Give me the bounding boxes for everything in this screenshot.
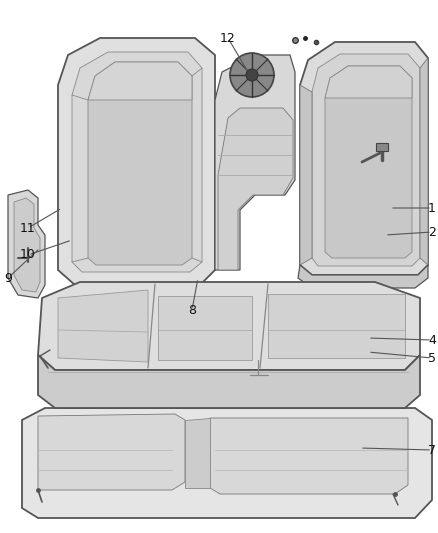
Text: 12: 12 (220, 31, 236, 44)
Polygon shape (185, 418, 210, 488)
Bar (376, 143, 388, 151)
Polygon shape (58, 290, 148, 362)
Polygon shape (325, 66, 412, 258)
Polygon shape (210, 418, 408, 494)
Text: 11: 11 (20, 222, 36, 235)
Polygon shape (268, 294, 405, 358)
Text: 9: 9 (4, 271, 12, 285)
Polygon shape (88, 62, 192, 265)
Polygon shape (420, 58, 428, 265)
Polygon shape (218, 108, 293, 270)
Circle shape (230, 53, 274, 97)
Text: 10: 10 (20, 248, 36, 262)
Polygon shape (8, 190, 45, 298)
Polygon shape (14, 198, 40, 292)
Polygon shape (72, 52, 202, 272)
Polygon shape (298, 265, 428, 288)
Polygon shape (38, 282, 420, 370)
Polygon shape (38, 414, 185, 490)
Circle shape (246, 69, 258, 81)
Text: 5: 5 (428, 351, 436, 365)
Polygon shape (22, 408, 432, 518)
Polygon shape (300, 85, 312, 265)
Polygon shape (325, 66, 412, 98)
Text: 7: 7 (428, 443, 436, 456)
Text: 8: 8 (188, 303, 196, 317)
Polygon shape (300, 42, 428, 275)
Polygon shape (38, 355, 420, 408)
Text: 4: 4 (428, 334, 436, 346)
Polygon shape (58, 38, 215, 285)
Polygon shape (158, 296, 252, 360)
Text: 2: 2 (428, 225, 436, 238)
Polygon shape (215, 55, 295, 270)
Polygon shape (88, 62, 192, 100)
Polygon shape (312, 54, 420, 266)
Text: 1: 1 (428, 201, 436, 214)
